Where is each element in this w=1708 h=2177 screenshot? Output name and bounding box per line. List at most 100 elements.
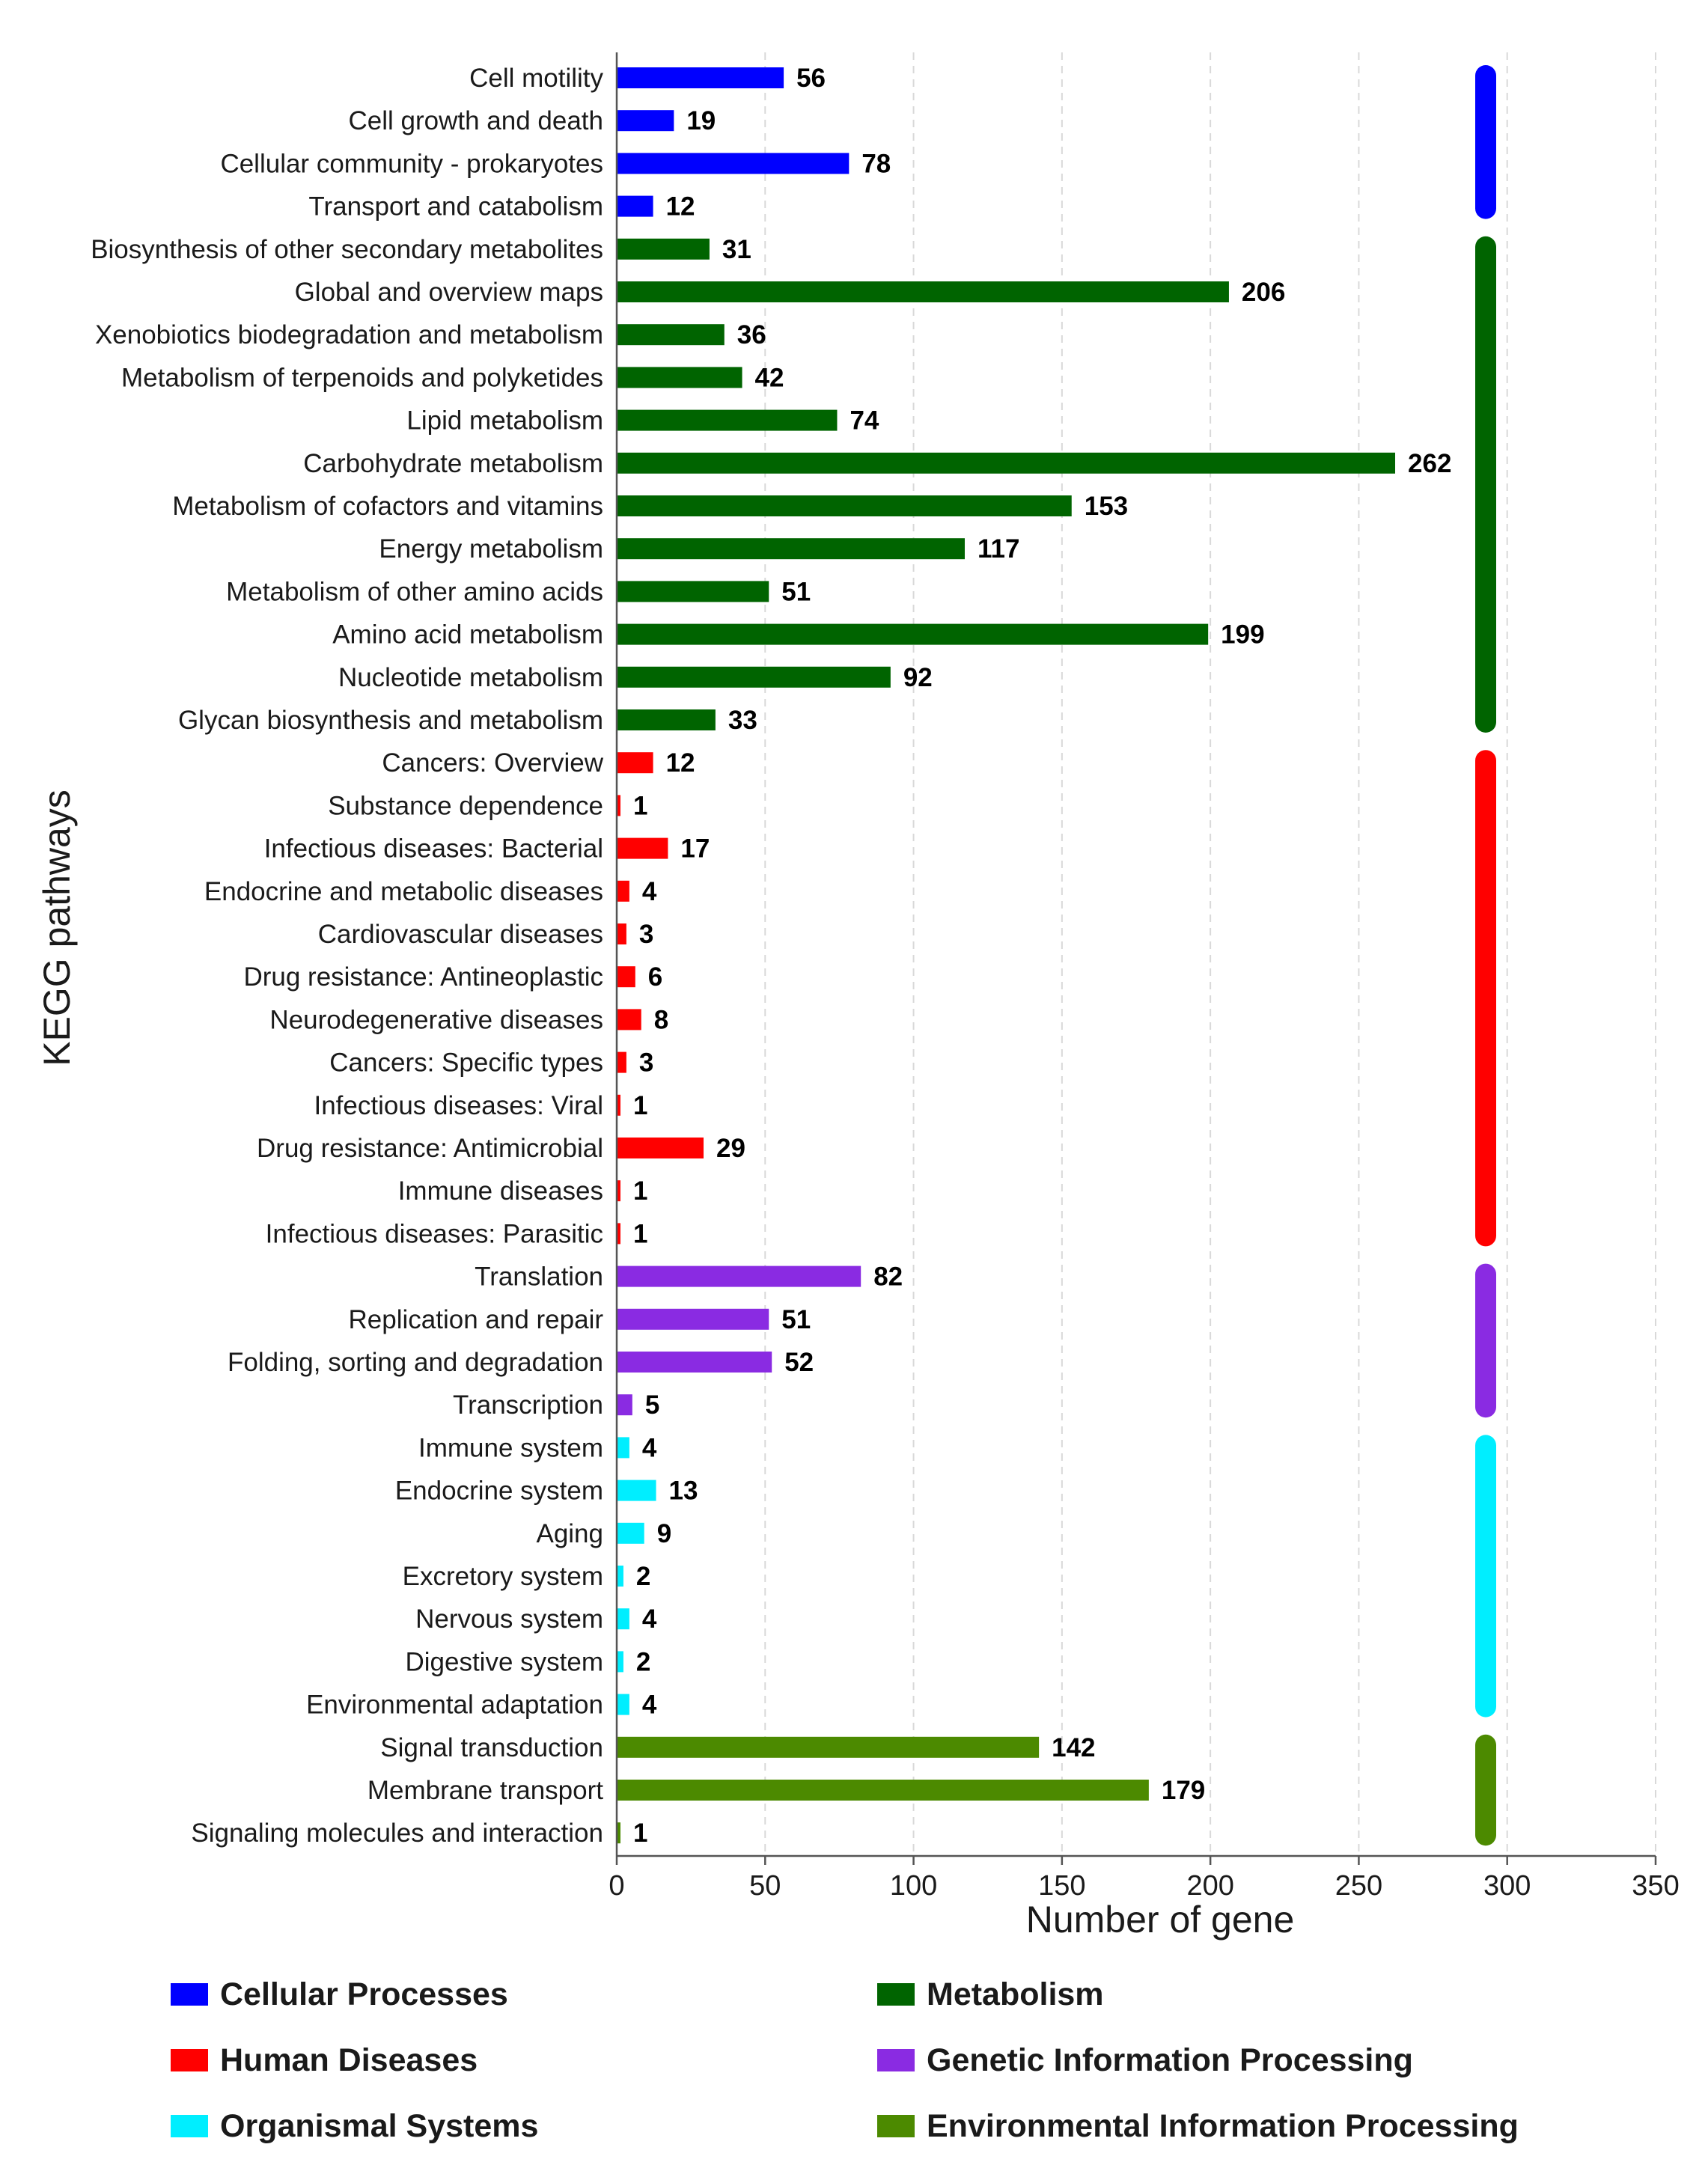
y-axis-title: KEGG pathways — [36, 790, 78, 1066]
legend-label-environmental-information-processing: Environmental Information Processing — [927, 2108, 1519, 2144]
value-label-immune-system: 4 — [642, 1433, 657, 1462]
category-label-immune-diseases: Immune diseases — [398, 1176, 603, 1206]
category-label-signal-transduction: Signal transduction — [380, 1733, 603, 1762]
value-label-signaling-molecules-and-interaction: 1 — [633, 1819, 647, 1848]
legend-label-human-diseases: Human Diseases — [220, 2042, 478, 2078]
value-label-lipid-metabolism: 74 — [850, 406, 879, 436]
x-tick-label-50: 50 — [749, 1870, 781, 1902]
category-label-glycan-biosynthesis-and-metabolism: Glycan biosynthesis and metabolism — [178, 706, 603, 735]
value-label-global-and-overview-maps: 206 — [1242, 278, 1285, 307]
value-label-nucleotide-metabolism: 92 — [903, 663, 933, 692]
value-label-infectious-diseases-parasitic: 1 — [633, 1219, 647, 1248]
bar-infectious-diseases-bacterial — [617, 837, 668, 859]
value-label-transport-and-catabolism: 12 — [666, 192, 695, 222]
bar-signal-transduction — [617, 1736, 1040, 1758]
value-label-membrane-transport: 179 — [1162, 1776, 1205, 1805]
category-label-transport-and-catabolism: Transport and catabolism — [308, 192, 603, 222]
bar-infectious-diseases-viral — [617, 1094, 620, 1116]
legend-label-metabolism: Metabolism — [927, 1976, 1104, 2012]
category-label-translation: Translation — [475, 1262, 603, 1292]
bar-endocrine-and-metabolic-diseases — [617, 880, 629, 902]
value-label-replication-and-repair: 51 — [781, 1305, 811, 1334]
bar-nervous-system — [617, 1608, 629, 1630]
value-label-amino-acid-metabolism: 199 — [1221, 620, 1264, 650]
category-label-endocrine-and-metabolic-diseases: Endocrine and metabolic diseases — [204, 877, 603, 906]
category-label-transcription: Transcription — [453, 1390, 603, 1420]
value-label-cardiovascular-diseases: 3 — [639, 920, 653, 949]
x-tick-label-200: 200 — [1186, 1870, 1233, 1902]
bar-transport-and-catabolism — [617, 195, 653, 217]
bar-neurodegenerative-diseases — [617, 1009, 641, 1031]
bar-xenobiotics-biodegradation-and-metabolism — [617, 324, 725, 346]
category-label-cancers-specific-types: Cancers: Specific types — [329, 1048, 603, 1078]
group-indicator-cellular-processes — [1475, 65, 1496, 219]
category-labels: Cell motility Cell growth and death Cellul… — [91, 64, 604, 1848]
legend-swatch-genetic-information-processing — [877, 2049, 915, 2071]
bar-lipid-metabolism — [617, 409, 838, 431]
bar-immune-diseases — [617, 1180, 620, 1202]
legend-swatch-metabolism — [877, 1983, 915, 2006]
value-label-drug-resistance-antineoplastic: 6 — [648, 962, 662, 992]
bar-transcription — [617, 1394, 632, 1416]
value-label-metabolism-of-cofactors-and-vitamins: 153 — [1085, 492, 1128, 521]
grid-lines — [764, 52, 1656, 1856]
value-label-carbohydrate-metabolism: 262 — [1408, 449, 1451, 478]
legend-label-genetic-information-processing: Genetic Information Processing — [927, 2042, 1413, 2078]
bar-cell-motility — [617, 67, 784, 88]
category-label-infectious-diseases-bacterial: Infectious diseases: Bacterial — [264, 834, 603, 864]
value-label-cell-growth-and-death: 19 — [686, 106, 716, 135]
category-label-digestive-system: Digestive system — [405, 1647, 603, 1676]
value-label-translation: 82 — [873, 1262, 903, 1292]
bars — [617, 67, 1396, 1844]
category-label-energy-metabolism: Energy metabolism — [379, 534, 603, 564]
category-label-infectious-diseases-viral: Infectious diseases: Viral — [314, 1091, 603, 1120]
bar-substance-dependence — [617, 795, 620, 816]
bar-environmental-adaptation — [617, 1694, 629, 1715]
bar-energy-metabolism — [617, 538, 965, 560]
category-label-excretory-system: Excretory system — [403, 1562, 603, 1591]
category-label-cardiovascular-diseases: Cardiovascular diseases — [318, 920, 603, 949]
bar-folding-sorting-and-degradation — [617, 1352, 772, 1373]
legend-label-cellular-processes: Cellular Processes — [220, 1976, 508, 2012]
bar-replication-and-repair — [617, 1308, 769, 1330]
category-label-amino-acid-metabolism: Amino acid metabolism — [332, 620, 603, 650]
value-label-xenobiotics-biodegradation-and-metabolism: 36 — [737, 320, 766, 349]
value-label-infectious-diseases-bacterial: 17 — [680, 834, 710, 864]
category-label-biosynthesis-of-other-secondary-metabolites: Biosynthesis of other secondary metaboli… — [91, 235, 603, 264]
category-label-xenobiotics-biodegradation-and-metabolism: Xenobiotics biodegradation and metabolis… — [95, 320, 603, 349]
category-label-metabolism-of-other-amino-acids: Metabolism of other amino acids — [226, 577, 603, 606]
category-label-nervous-system: Nervous system — [415, 1604, 603, 1634]
value-label-substance-dependence: 1 — [633, 791, 647, 820]
group-indicator-environmental-information-processing — [1475, 1734, 1496, 1846]
category-label-immune-system: Immune system — [418, 1433, 603, 1462]
category-label-signaling-molecules-and-interaction: Signaling molecules and interaction — [191, 1819, 603, 1848]
group-indicator-organismal-systems — [1475, 1435, 1496, 1718]
bar-digestive-system — [617, 1651, 623, 1673]
value-label-endocrine-system: 13 — [669, 1477, 698, 1506]
x-tick-label-300: 300 — [1483, 1870, 1531, 1902]
legend: Cellular Processes Metabolism Human Diseas… — [171, 1976, 1519, 2144]
bar-immune-system — [617, 1437, 629, 1459]
bar-drug-resistance-antineoplastic — [617, 966, 635, 988]
legend-swatch-organismal-systems — [171, 2115, 208, 2137]
group-indicators — [1475, 65, 1496, 1846]
x-tick-label-0: 0 — [609, 1870, 624, 1902]
bar-metabolism-of-other-amino-acids — [617, 581, 769, 602]
bar-nucleotide-metabolism — [617, 666, 891, 688]
category-label-metabolism-of-cofactors-and-vitamins: Metabolism of cofactors and vitamins — [172, 492, 603, 521]
group-indicator-human-diseases — [1475, 750, 1496, 1247]
value-label-metabolism-of-terpenoids-and-polyketides: 42 — [755, 363, 784, 392]
bar-signaling-molecules-and-interaction — [617, 1822, 620, 1844]
value-label-cancers-overview: 12 — [666, 748, 695, 778]
value-label-transcription: 5 — [645, 1390, 659, 1420]
bar-cancers-specific-types — [617, 1051, 626, 1073]
value-label-metabolism-of-other-amino-acids: 51 — [781, 577, 811, 606]
bar-cellular-community-prokaryotes — [617, 153, 850, 174]
category-label-drug-resistance-antimicrobial: Drug resistance: Antimicrobial — [257, 1134, 603, 1163]
value-label-energy-metabolism: 117 — [977, 534, 1019, 564]
bar-infectious-diseases-parasitic — [617, 1223, 620, 1245]
bar-aging — [617, 1522, 644, 1544]
bar-biosynthesis-of-other-secondary-metabolites — [617, 238, 710, 260]
value-label-digestive-system: 2 — [636, 1647, 650, 1676]
